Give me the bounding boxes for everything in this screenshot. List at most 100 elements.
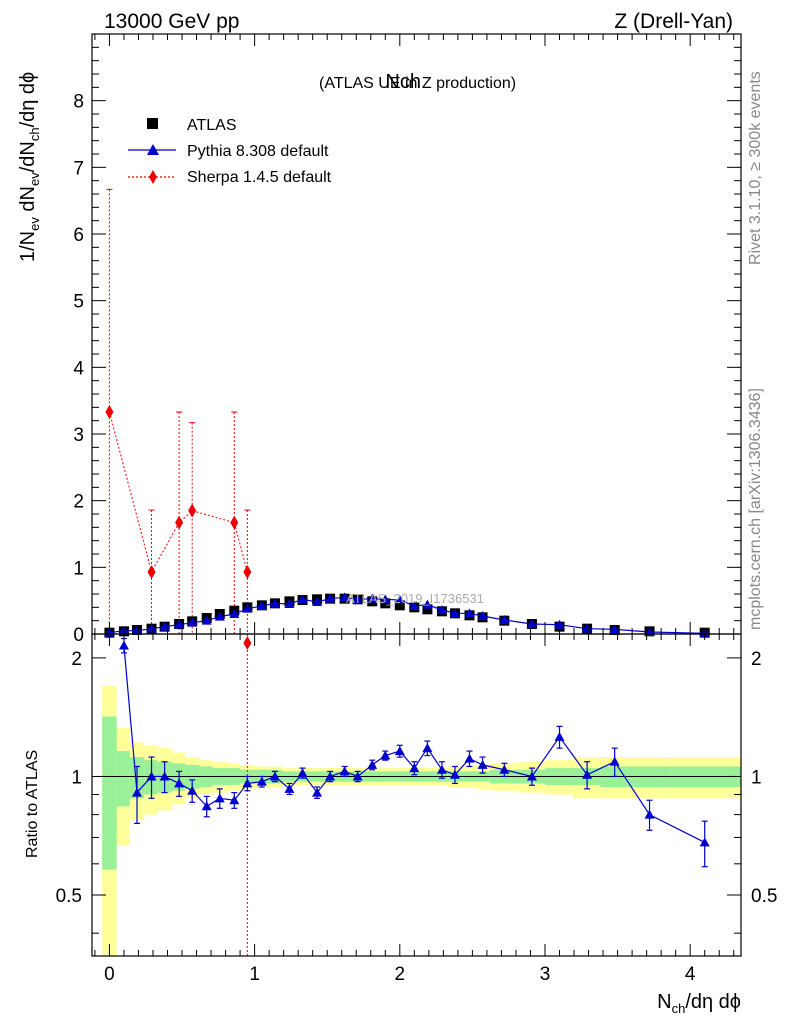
- pythia-ratio-marker: [187, 785, 198, 795]
- pythia-marker: [409, 601, 420, 610]
- pythia-ratio-marker: [297, 768, 308, 778]
- pythia-ratio-marker: [526, 771, 537, 781]
- pythia-marker: [229, 609, 240, 618]
- pythia-ratio-marker: [609, 756, 620, 766]
- ratio-y-tick-label-right: 1: [751, 767, 762, 788]
- pythia-marker: [477, 611, 488, 620]
- legend-pythia-label: Pythia 8.308 default: [187, 143, 329, 160]
- pythia-ratio-marker: [394, 746, 405, 756]
- pythia-ratio-marker: [201, 801, 212, 811]
- ylabel-sub-ev: ev: [27, 217, 42, 231]
- pythia-marker: [449, 608, 460, 618]
- sherpa-marker: [243, 565, 252, 579]
- pythia-ratio-marker: [699, 837, 710, 847]
- ratio-y-tick-label-left: 1: [71, 767, 82, 788]
- pythia-marker: [256, 601, 267, 610]
- pythia-ratio-marker: [269, 771, 280, 781]
- y-tick-label-top: 7: [73, 158, 84, 179]
- pythia-ratio-marker: [582, 769, 593, 779]
- ratio-y-tick-label-right: 2: [751, 649, 762, 670]
- ratio-y-tick-label-left: 2: [71, 649, 82, 670]
- x-tick-label: 1: [249, 964, 260, 985]
- legend-atlas-marker: [147, 118, 158, 129]
- sherpa-line: [108, 411, 248, 574]
- y-tick-label-top: 4: [73, 358, 84, 379]
- pythia-ratio-marker: [174, 778, 185, 788]
- legend-atlas-label: ATLAS: [187, 117, 237, 134]
- analysis-watermark: ATLAS_2019_I1736531: [346, 591, 484, 606]
- y-tick-label-top: 1: [73, 558, 84, 579]
- x-tick-label: 3: [540, 964, 551, 985]
- legend-sherpa-label: Sherpa 1.4.5 default: [187, 169, 332, 186]
- ylabel-sub-ch: ch: [27, 127, 42, 141]
- pythia-marker: [499, 615, 510, 624]
- xlabel-part-2: /dη dϕ: [685, 991, 741, 1013]
- x-axis-label: Nch/dη dϕ: [657, 991, 741, 1016]
- top-plot-data: [104, 188, 710, 638]
- plot-title-main: Nch: [385, 71, 421, 93]
- pythia-marker: [242, 603, 253, 613]
- pythia-ratio-marker: [499, 764, 510, 774]
- pythia-ratio-marker: [477, 759, 488, 769]
- legend-sherpa-marker: [149, 170, 157, 184]
- x-tick-label: 0: [104, 964, 115, 985]
- pythia-ratio-marker: [325, 771, 336, 781]
- legend: ATLAS Pythia 8.308 default Sherpa 1.4.5 …: [128, 117, 332, 186]
- xlabel-sub-ch: ch: [672, 1001, 686, 1016]
- ratio-data: [118, 634, 710, 956]
- pythia-marker: [582, 623, 593, 633]
- pythia-marker: [436, 605, 447, 614]
- xlabel-part-1: N: [657, 991, 671, 1013]
- y-tick-label-top: 3: [73, 425, 84, 446]
- pythia-marker: [422, 599, 433, 609]
- pythia-ratio-marker: [229, 795, 240, 805]
- pythia-ratio-line: [123, 645, 705, 843]
- pythia-ratio-marker: [644, 809, 655, 819]
- pythia-ratio-marker: [242, 778, 253, 788]
- band-inner-1: [116, 751, 130, 807]
- pythia-marker: [554, 619, 565, 629]
- pythia-ratio-marker: [256, 776, 267, 786]
- pythia-marker: [526, 619, 537, 628]
- y-tick-label-top: 8: [73, 92, 84, 113]
- pythia-marker: [201, 615, 212, 625]
- ylabel-sub-ev2: ev: [27, 172, 42, 186]
- legend-pythia-marker: [147, 144, 159, 155]
- pythia-ratio-marker: [284, 783, 295, 793]
- pythia-marker: [464, 608, 475, 618]
- band-inner-0: [102, 716, 117, 870]
- sherpa-marker: [175, 515, 184, 530]
- pythia-ratio-marker: [380, 750, 391, 760]
- pythia-ratio-marker: [214, 793, 225, 803]
- pythia-ratio-marker: [367, 759, 378, 769]
- ylabel-part-3: /dN: [17, 141, 39, 172]
- x-tick-label: 4: [685, 964, 696, 985]
- pythia-marker: [325, 593, 336, 603]
- pythia-marker: [297, 594, 308, 604]
- pythia-marker: [339, 592, 350, 602]
- sherpa-ratio-marker: [243, 636, 252, 650]
- atlas-marker: [394, 600, 405, 611]
- pythia-marker: [269, 598, 280, 608]
- pythia-ratio-marker: [352, 771, 363, 781]
- ratio-axes: 0 1 2 3 4 0.5 0.5 1 1 2 2: [56, 634, 777, 985]
- side-text-top: Rivet 3.1.10, ≥ 300k events: [747, 71, 764, 265]
- pythia-ratio-marker: [132, 787, 143, 797]
- top-axes: 0 1 2 3 4 5 6 7 8: [73, 34, 741, 646]
- ylabel-part-4: /dη dϕ: [17, 72, 39, 128]
- y-axis-label-ratio: Ratio to ATLAS: [24, 750, 41, 858]
- y-axis-label-top: 1/Nev dNev/dNch/dη dϕ: [17, 72, 42, 262]
- pythia-marker: [352, 594, 363, 604]
- sherpa-marker: [188, 503, 197, 518]
- header-right: Z (Drell-Yan): [614, 10, 733, 33]
- x-tick-label: 2: [395, 964, 406, 985]
- sherpa-marker: [147, 565, 156, 579]
- ylabel-part-1: 1/N: [17, 231, 39, 262]
- y-tick-label-top: 2: [73, 492, 84, 513]
- pythia-marker: [394, 595, 405, 604]
- pythia-ratio-marker: [436, 764, 447, 774]
- ratio-frame: [91, 633, 742, 957]
- pythia-ratio-marker: [146, 771, 157, 781]
- ylabel-part-2: dN: [17, 186, 39, 217]
- ratio-y-tick-label-right: 0.5: [751, 886, 777, 907]
